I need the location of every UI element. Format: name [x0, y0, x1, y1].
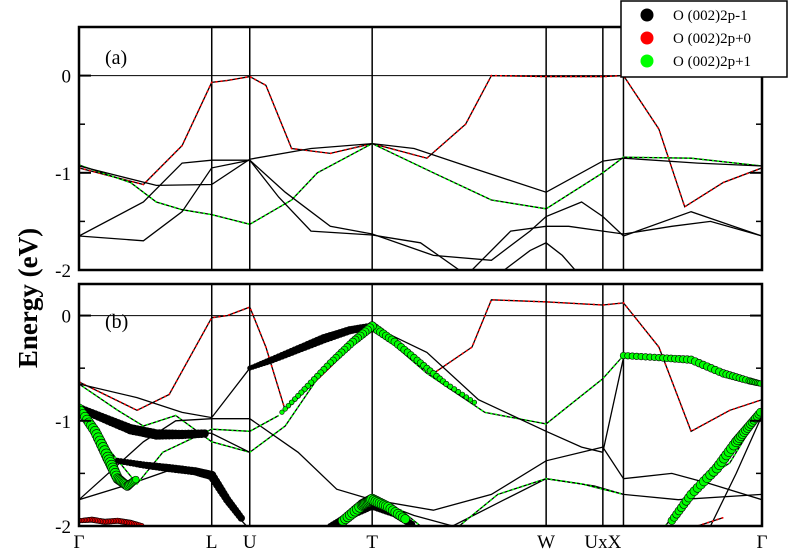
fat-b-9 [337, 493, 410, 526]
band-b-4 [79, 418, 762, 511]
band-a-3 [79, 142, 762, 193]
legend-marker [640, 8, 654, 22]
band-a-4 [79, 159, 762, 261]
fat-b-1 [79, 404, 209, 440]
band-a-1 [79, 74, 762, 208]
legend-marker [640, 31, 654, 45]
x-tick-label: L [206, 532, 218, 552]
band-b-11 [458, 478, 624, 526]
band-a-1-projection [79, 74, 762, 209]
band-a-5 [79, 159, 460, 270]
fat-band-point [756, 408, 762, 417]
legend-label: O (002)2p+0 [673, 31, 751, 47]
legend: O (002)2p-1 O (002)2p+0 O (002)2p+1 [620, 0, 788, 78]
y-tick-label: -2 [55, 517, 71, 538]
panel-frame [77, 282, 764, 528]
panel-label: (b) [105, 311, 128, 333]
legend-marker [640, 54, 654, 68]
x-tick-labels: Γ L U T W UxX Γ [74, 532, 768, 552]
band-a-7 [503, 242, 576, 270]
fat-b-10 [667, 408, 762, 525]
fat-band-point [400, 514, 410, 524]
x-tick-label: Γ [757, 532, 768, 552]
fat-band-point [292, 396, 298, 402]
fat-b-8 [619, 351, 762, 387]
y-tick-label: -1 [55, 164, 71, 185]
fat-band-point [200, 429, 209, 438]
x-tick-label: T [366, 532, 378, 552]
plot-area [79, 298, 762, 526]
band-a-2-projection [79, 142, 762, 226]
fat-b-6 [367, 321, 478, 405]
band-b-14 [697, 516, 724, 526]
x-tick-label: U [243, 532, 257, 552]
y-tick-label: -1 [55, 412, 71, 433]
fat-b-5 [79, 403, 140, 491]
y-tick-label: -2 [55, 261, 71, 282]
x-tick-label: W [537, 532, 555, 552]
x-tick-label: UxX [584, 532, 621, 552]
fat-band-point [132, 475, 140, 484]
fat-band-point [282, 406, 288, 412]
fat-band-point [288, 399, 295, 406]
fat-b-11 [79, 516, 145, 526]
fat-b-7 [279, 321, 377, 415]
fat-band-point [447, 383, 454, 390]
fat-band-point [467, 397, 474, 403]
panel-b: 0 -1 -2 (b) [55, 282, 764, 538]
legend-label: O (002)2p-1 [673, 8, 748, 24]
fat-b-2 [114, 457, 245, 522]
band-b-9-projection [79, 407, 280, 486]
fat-b-3 [247, 322, 374, 371]
band-b-13 [709, 415, 762, 526]
y-tick-label: 0 [62, 67, 72, 88]
legend-label: O (002)2p+1 [673, 54, 751, 70]
y-axis-title: Energy (eV) [13, 228, 43, 368]
plot-area [79, 74, 762, 270]
fat-band-point [237, 514, 245, 522]
band-a-6 [471, 220, 762, 270]
band-b-8 [452, 478, 762, 526]
fat-band-point [279, 409, 285, 415]
fat-band-point [285, 402, 292, 409]
y-tick-label: 0 [62, 307, 72, 328]
panel-a: 0 -1 -2 (a) [55, 25, 764, 282]
x-tick-label: Γ [74, 532, 85, 552]
fat-band-point [455, 389, 462, 395]
panel-label: (a) [105, 47, 127, 69]
fat-band-point [451, 386, 458, 393]
fat-band-point [459, 391, 466, 398]
fat-band-point [471, 399, 478, 405]
band-b-11-projection [458, 477, 624, 526]
panel-frame [77, 25, 764, 272]
fat-band-point [463, 394, 470, 400]
